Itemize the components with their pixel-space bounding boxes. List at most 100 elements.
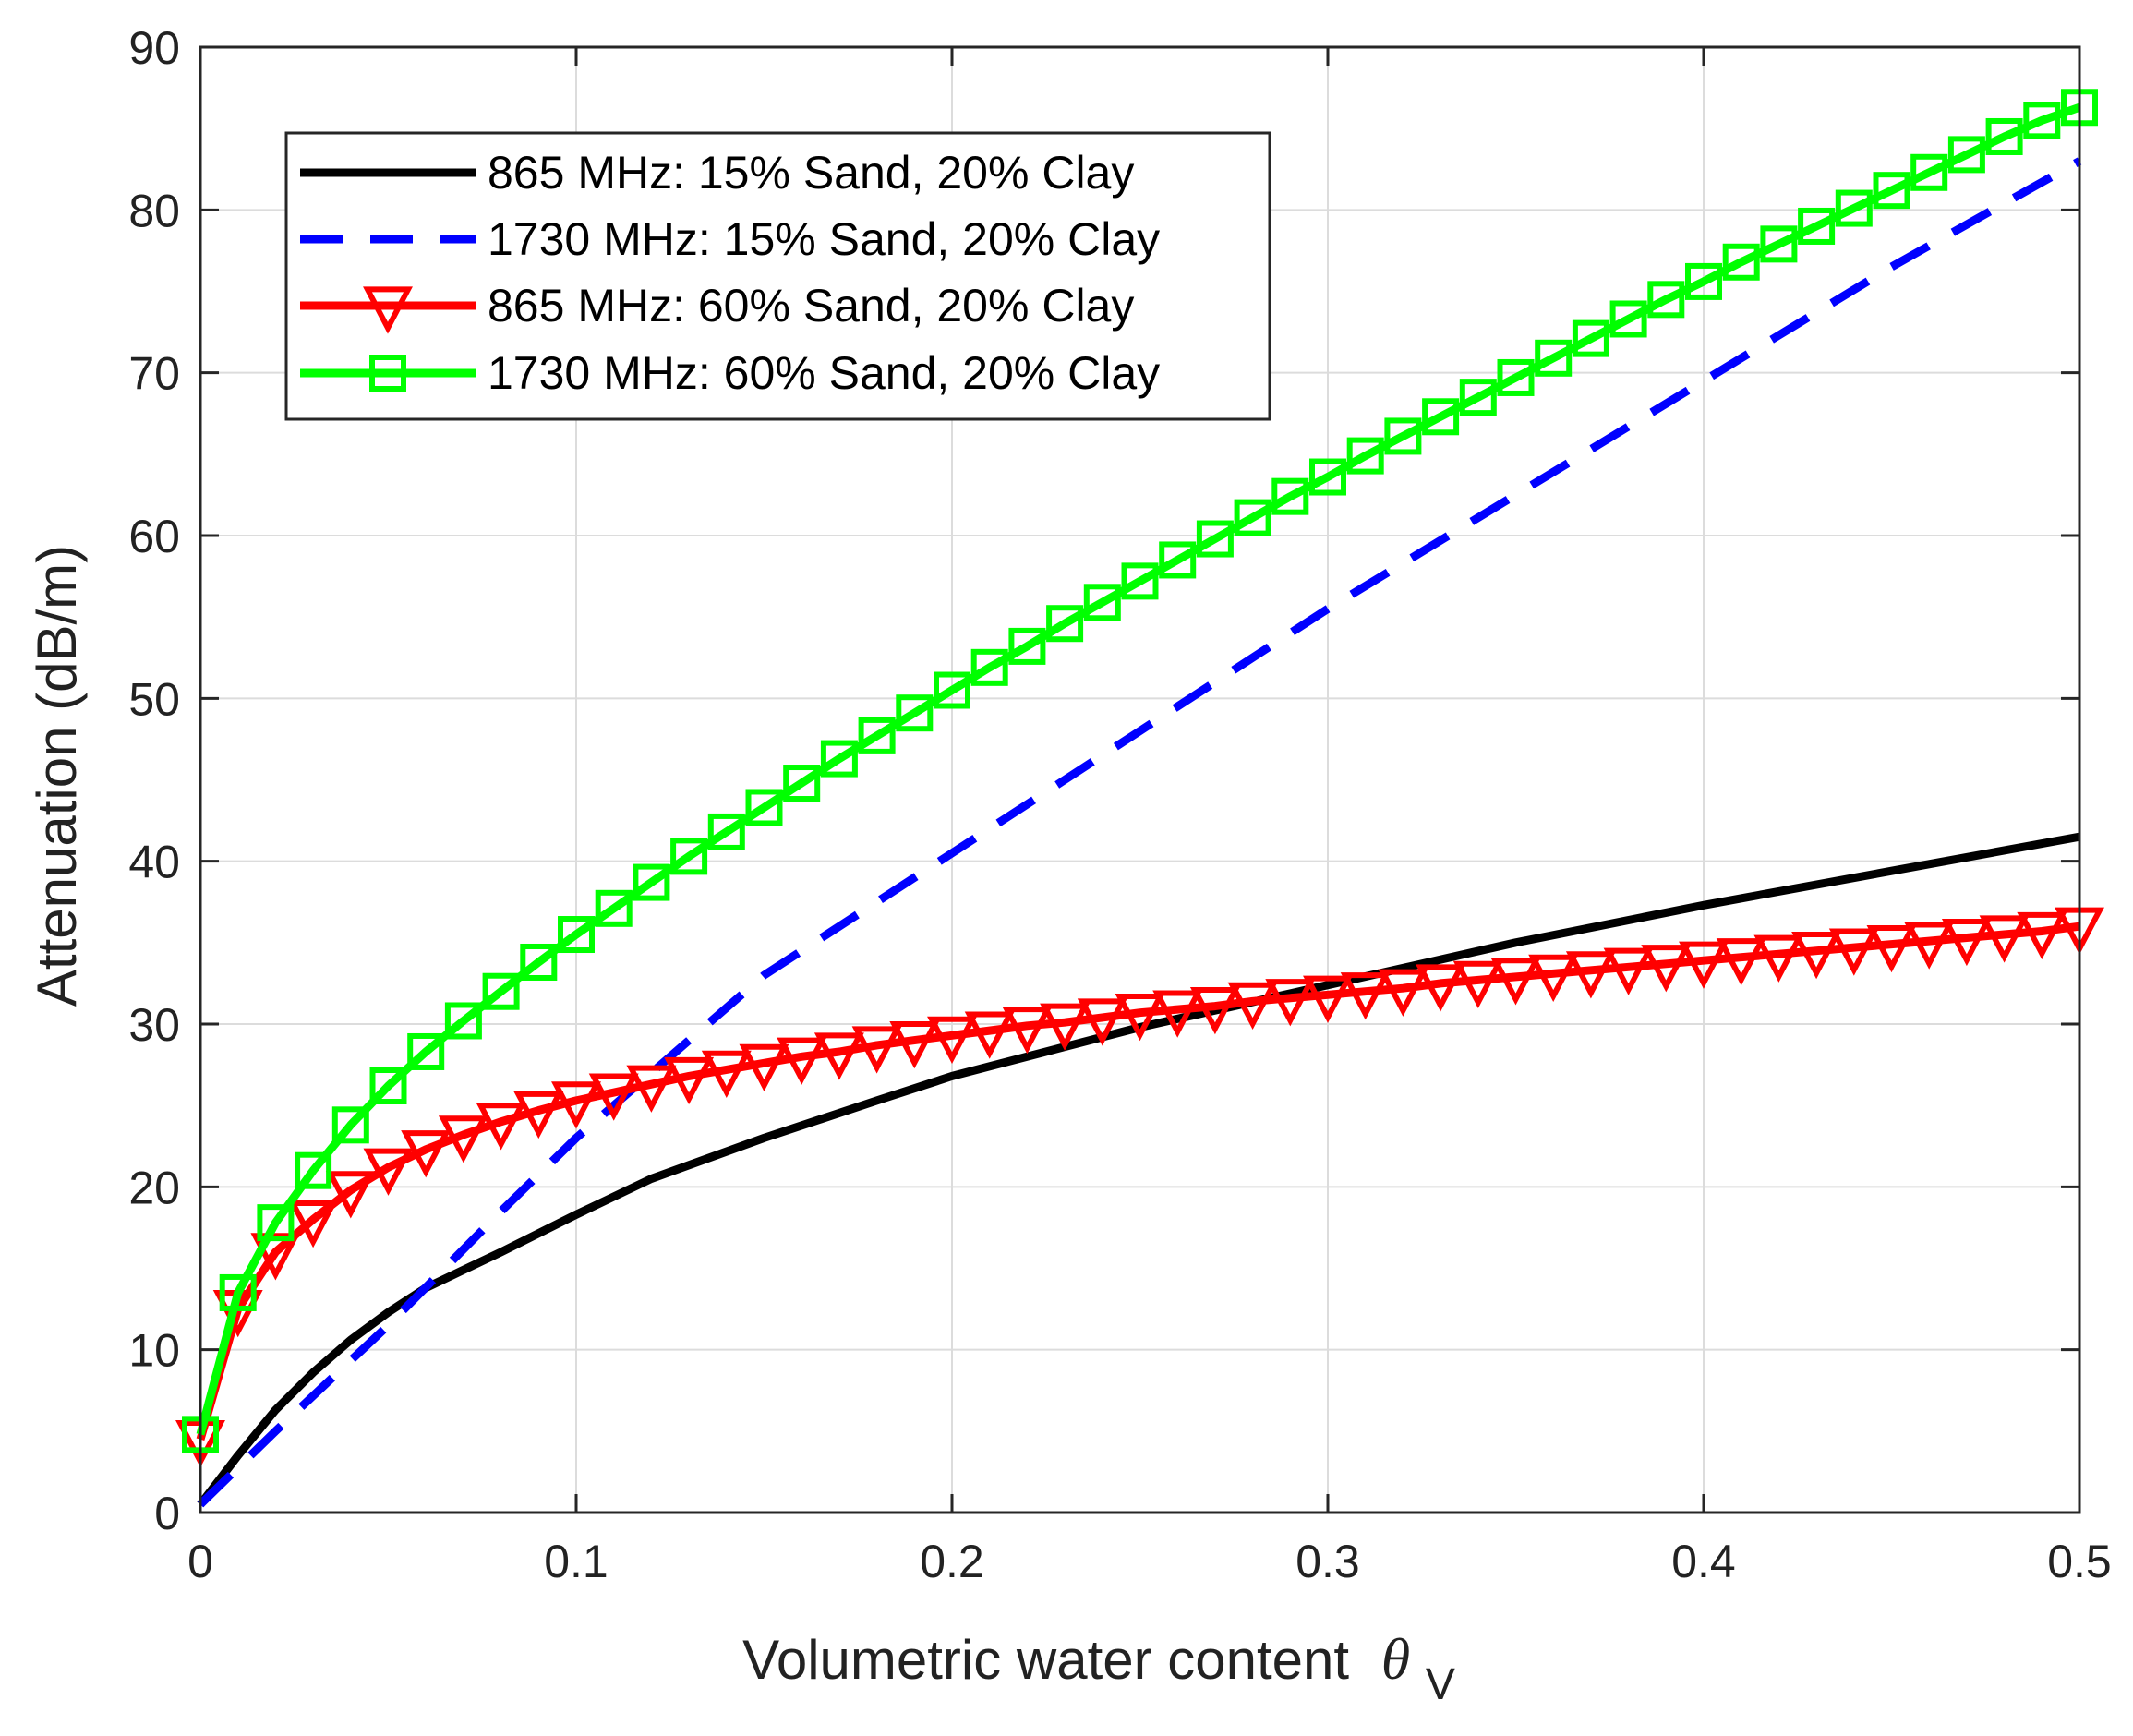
data-point-marker — [1565, 951, 1616, 999]
data-point-marker — [858, 717, 896, 754]
data-point-marker — [777, 1037, 827, 1085]
data-point-marker — [444, 1002, 482, 1040]
data-point-marker — [889, 1021, 940, 1069]
data-point-marker — [1866, 924, 1917, 973]
data-point-marker — [964, 1011, 1015, 1059]
x-tick-labels: 0 0.1 0.2 0.3 0.4 0.5 — [187, 1536, 2112, 1587]
data-point-marker — [1271, 477, 1309, 515]
legend-item-0: 865 MHz: 15% Sand, 20% Clay — [300, 147, 1134, 199]
y-tick-label: 90 — [128, 22, 180, 74]
x-tick-label: 0.5 — [2047, 1536, 2112, 1587]
data-point-marker — [1265, 979, 1316, 1027]
legend-swatch-marker — [363, 286, 413, 334]
legend-label: 1730 MHz: 15% Sand, 20% Clay — [488, 213, 1160, 265]
data-point-marker — [1679, 941, 1729, 989]
data-point-marker — [670, 838, 708, 875]
data-point-marker — [1346, 437, 1384, 475]
data-point-marker — [664, 1056, 715, 1105]
data-point-marker — [401, 1130, 452, 1178]
legend-item-2: 865 MHz: 60% Sand, 20% Clay — [300, 280, 1134, 334]
data-point-marker — [1985, 117, 2023, 155]
axis-ticks — [199, 45, 2081, 1514]
data-point-marker — [513, 1091, 564, 1139]
data-point-marker — [369, 1067, 407, 1105]
data-point-marker — [2017, 911, 2067, 960]
x-axis-label: Volumetric water content θ V — [742, 1626, 1455, 1709]
legend-item-1: 1730 MHz: 15% Sand, 20% Clay — [300, 213, 1160, 265]
data-point-marker — [1910, 153, 1948, 191]
data-point-marker — [626, 1065, 677, 1113]
data-point-marker — [1904, 922, 1955, 970]
data-point-marker — [1647, 281, 1685, 319]
y-axis-label: Attenuation (dB/m) — [26, 545, 88, 1007]
data-point-marker — [783, 765, 821, 802]
data-point-marker — [1189, 987, 1240, 1035]
data-point-marker — [1791, 932, 1842, 980]
data-point-marker — [257, 1204, 295, 1242]
data-point-marker — [2023, 102, 2061, 139]
y-tick-label: 0 — [154, 1488, 180, 1539]
axes-box — [199, 45, 2081, 1514]
data-point-marker — [707, 813, 745, 850]
data-point-marker — [551, 1081, 601, 1129]
x-axis-label-symbol: θ — [1381, 1626, 1410, 1692]
data-point-marker — [1227, 982, 1278, 1030]
y-tick-label: 80 — [128, 185, 180, 236]
data-point-marker — [1490, 958, 1541, 1006]
y-tick-label: 20 — [128, 1162, 180, 1213]
data-point-marker — [927, 1016, 977, 1064]
data-point-marker — [1685, 262, 1722, 300]
data-point-marker — [1115, 994, 1165, 1042]
data-point-marker — [1753, 934, 1804, 983]
x-tick-label: 0.4 — [1671, 1536, 1736, 1587]
data-point-marker — [633, 863, 670, 901]
data-point-marker — [219, 1273, 257, 1311]
data-point-marker — [520, 943, 558, 981]
data-point-marker — [701, 1050, 752, 1099]
data-point-marker — [1159, 541, 1197, 579]
series-1 — [197, 157, 2082, 1508]
data-point-marker — [1572, 319, 1609, 357]
data-point-marker — [1452, 960, 1503, 1009]
y-tick-labels: 0 10 20 30 40 50 60 70 80 90 — [128, 22, 180, 1539]
data-point-marker — [851, 1026, 902, 1074]
legend-items: 865 MHz: 15% Sand, 20% Clay 1730 MHz: 15%… — [300, 147, 1160, 399]
series-line — [197, 157, 2082, 1508]
data-point-marker — [1941, 918, 1992, 967]
x-tick-label: 0.3 — [1295, 1536, 1360, 1587]
x-tick-label: 0 — [187, 1536, 213, 1587]
data-point-marker — [970, 648, 1008, 686]
data-point-marker — [813, 1032, 864, 1080]
legend-label: 1730 MHz: 60% Sand, 20% Clay — [488, 347, 1160, 399]
y-tick-label: 10 — [128, 1325, 180, 1377]
data-point-marker — [595, 889, 633, 927]
data-point-marker — [896, 694, 934, 732]
data-point-marker — [482, 972, 520, 1010]
data-point-marker — [820, 740, 858, 778]
data-point-marker — [1873, 172, 1910, 210]
data-point-marker — [1077, 998, 1127, 1046]
data-point-marker — [1196, 520, 1234, 558]
series-0 — [197, 832, 2080, 1507]
data-point-marker — [1603, 947, 1654, 995]
data-point-marker — [1384, 417, 1422, 455]
data-point-marker — [331, 1106, 369, 1144]
data-point-marker — [934, 671, 970, 709]
data-point-marker — [288, 1200, 339, 1248]
data-point-marker — [1121, 562, 1159, 600]
series-line — [196, 102, 2081, 1436]
series-layer — [175, 89, 2104, 1508]
data-point-marker — [1378, 969, 1428, 1017]
data-point-marker — [1641, 945, 1692, 993]
data-point-marker — [1309, 458, 1346, 496]
y-tick-label: 30 — [128, 999, 180, 1051]
y-tick-label: 60 — [128, 511, 180, 562]
data-point-marker — [476, 1103, 526, 1151]
data-point-marker — [363, 1148, 414, 1196]
data-point-marker — [1947, 136, 1985, 174]
data-point-marker — [1760, 225, 1798, 263]
legend-swatch-marker — [369, 355, 406, 392]
data-point-marker — [1040, 1003, 1091, 1051]
data-point-marker — [1716, 938, 1766, 986]
data-point-marker — [1798, 207, 1836, 245]
